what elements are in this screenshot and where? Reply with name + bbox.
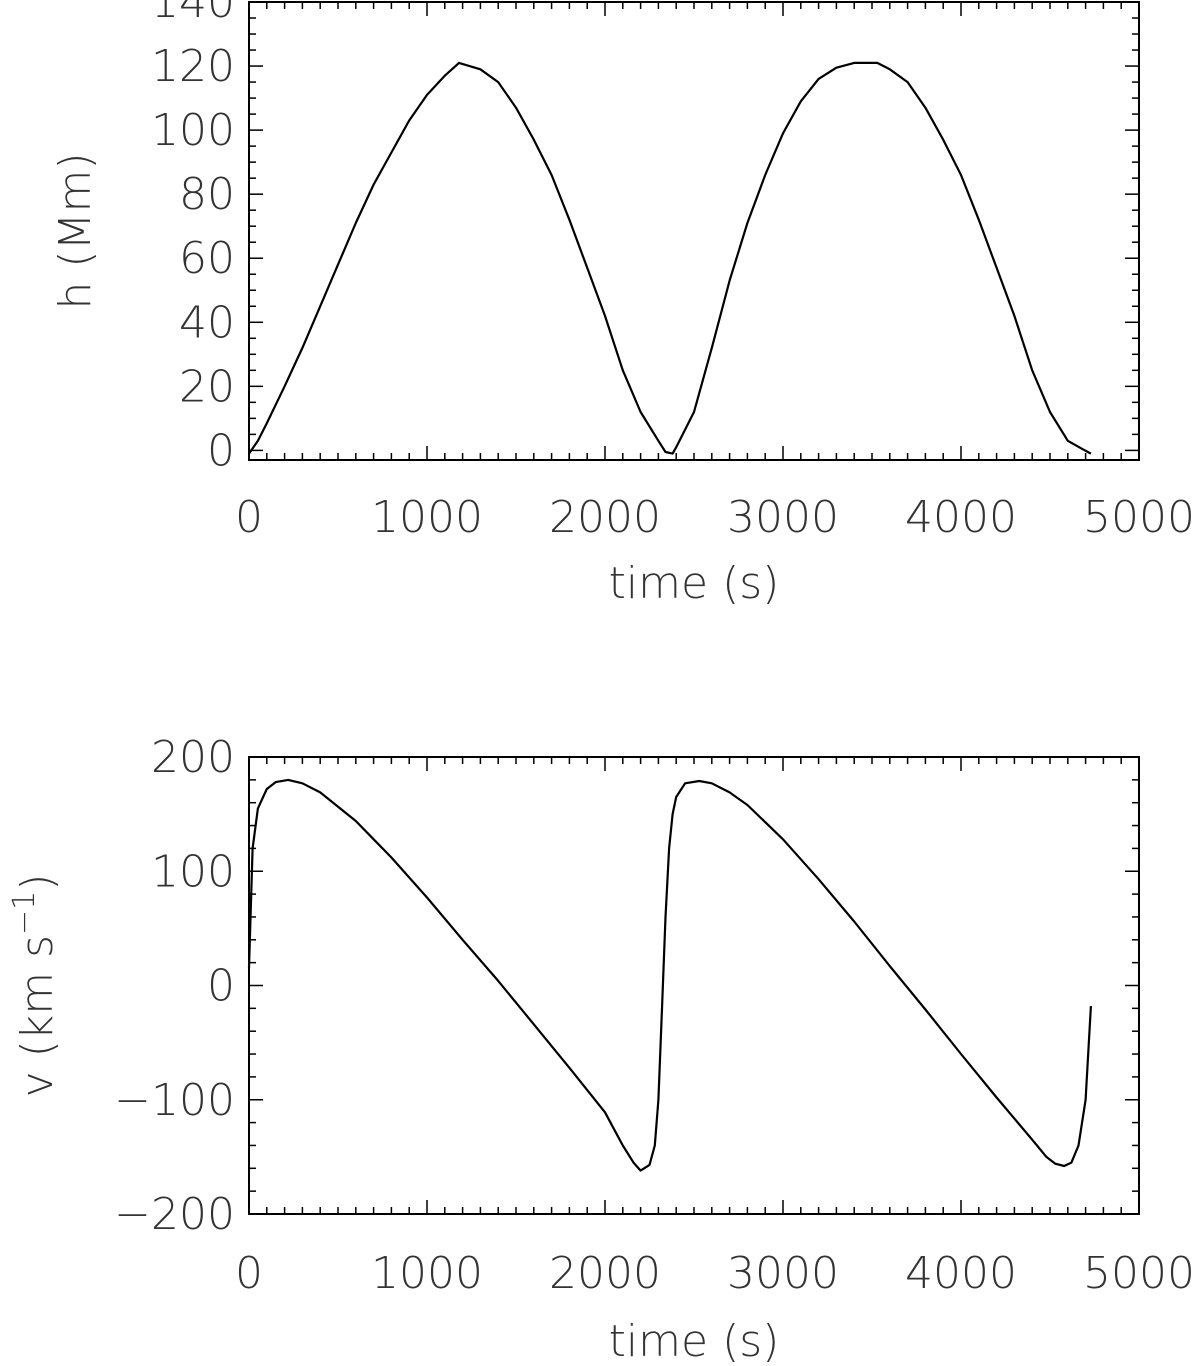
y-tick-label: 40	[179, 297, 235, 348]
x-tick-label: 4000	[905, 1248, 1017, 1299]
velocity-plot: 0 1000 2000 3000 4000 50002001000−100−200time…	[7, 732, 1195, 1366]
y-axis-title-superscript: −1	[7, 891, 42, 935]
x-tick-label: 2000	[549, 492, 661, 543]
plot-frame	[248, 1, 1140, 461]
x-tick-label: 1000	[371, 492, 483, 543]
x-axis-title: time (s)	[609, 558, 780, 609]
x-tick-label: 5000	[1083, 492, 1195, 543]
y-tick-label: 100	[151, 846, 235, 897]
x-ticks	[248, 2, 1140, 460]
plot-frame	[248, 756, 1140, 1215]
y-tick-label: 80	[179, 169, 235, 220]
x-tick-label: 5000	[1083, 1248, 1195, 1299]
x-tick-label: 1000	[371, 1248, 483, 1299]
x-tick-label: 0	[235, 492, 263, 543]
x-tick-label: 2000	[549, 1248, 661, 1299]
x-tick-label: 3000	[727, 1248, 839, 1299]
y-tick-label: 140	[151, 0, 235, 28]
y-axis-title: h (Mm)	[50, 152, 101, 309]
x-axis-title: time (s)	[609, 1316, 780, 1366]
y-tick-label: 60	[179, 233, 235, 284]
x-tick-label: 0	[235, 1248, 263, 1299]
y-tick-label: 0	[207, 961, 235, 1012]
y-tick-label: −200	[114, 1189, 235, 1240]
y-axis-title: v (km s−1)	[7, 874, 63, 1098]
height-plot: 0 1000 2000 3000 4000 5000 0 20 40 60 80 100 120 140 t…	[50, 0, 1195, 609]
y-tick-label: 200	[151, 732, 235, 783]
y-tick-label: 100	[151, 105, 235, 156]
y-ticks	[249, 756, 1139, 1215]
y-tick-label: −100	[114, 1075, 235, 1126]
series-line	[248, 61, 1092, 455]
series-line	[247, 778, 1092, 1172]
x-ticks	[248, 757, 1140, 1214]
y-axis-title-close: )	[12, 874, 63, 891]
y-ticks	[249, 1, 1139, 452]
x-tick-label: 3000	[727, 492, 839, 543]
y-tick-label: 120	[151, 41, 235, 92]
y-axis-title-main: v (km s	[12, 935, 63, 1097]
y-tick-label: 20	[179, 361, 235, 412]
y-axis-title-main: h (Mm)	[50, 152, 101, 309]
x-tick-label: 4000	[905, 492, 1017, 543]
y-tick-label: 0	[207, 425, 235, 476]
